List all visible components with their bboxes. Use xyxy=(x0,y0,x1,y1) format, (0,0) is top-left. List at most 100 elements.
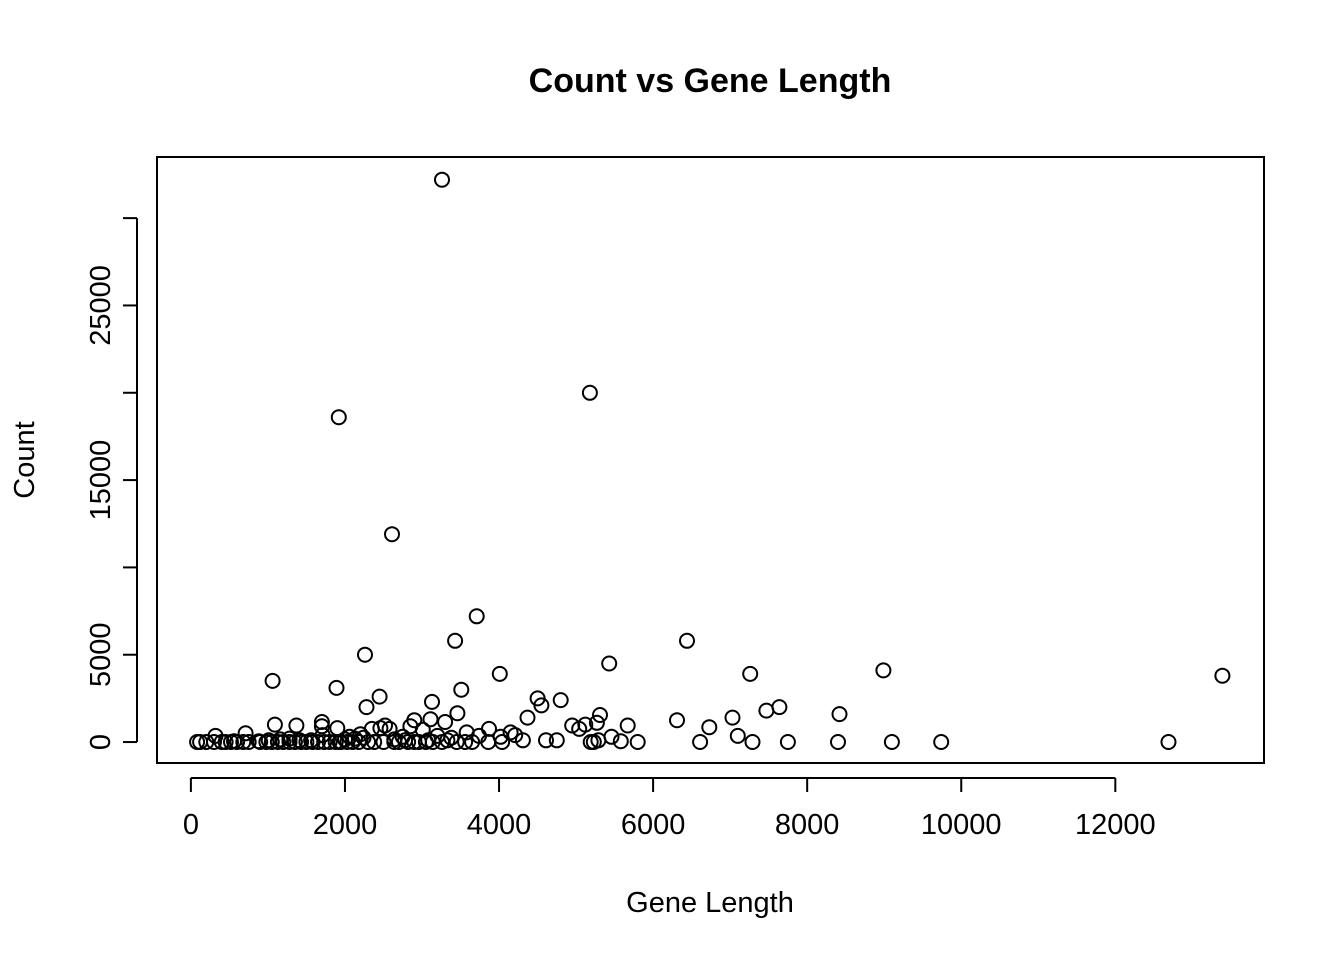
data-point xyxy=(629,734,646,750)
data-point xyxy=(457,734,474,750)
data-point xyxy=(1160,734,1177,750)
data-point xyxy=(701,719,718,736)
y-tick-label: 5000 xyxy=(85,622,117,687)
data-point xyxy=(424,693,440,710)
data-point xyxy=(339,734,356,750)
x-tick-label: 2000 xyxy=(313,809,378,841)
data-point xyxy=(592,707,608,723)
data-point xyxy=(883,734,900,750)
data-point xyxy=(281,730,298,747)
data-point xyxy=(358,699,375,716)
data-point xyxy=(310,734,326,750)
data-point xyxy=(514,732,531,749)
data-point xyxy=(397,732,414,749)
data-point xyxy=(355,729,372,746)
data-point xyxy=(330,409,347,426)
data-point xyxy=(571,720,588,737)
x-axis: 0 2000 4000 6000 8000 10000 12000 xyxy=(183,777,1156,841)
data-point xyxy=(357,646,373,663)
y-axis: 0 5000 15000 25000 xyxy=(85,217,138,750)
data-point xyxy=(447,632,464,649)
data-point xyxy=(480,734,497,750)
data-point xyxy=(372,720,389,737)
data-point xyxy=(552,692,569,709)
data-point xyxy=(291,732,308,749)
data-point xyxy=(742,665,759,682)
data-points xyxy=(189,171,1231,750)
data-point xyxy=(830,734,846,750)
x-axis-label: Gene Length xyxy=(626,887,794,919)
data-point xyxy=(272,731,289,748)
data-point xyxy=(831,706,848,723)
data-point xyxy=(601,655,618,672)
data-point xyxy=(612,733,629,750)
data-point xyxy=(453,681,470,698)
data-point xyxy=(669,712,685,729)
data-point xyxy=(581,384,598,401)
data-point xyxy=(235,734,252,750)
data-point xyxy=(771,699,788,716)
data-point xyxy=(321,734,338,750)
y-tick-label: 0 xyxy=(85,734,117,750)
data-point xyxy=(449,705,466,722)
data-point xyxy=(237,725,254,742)
data-point xyxy=(758,702,775,719)
data-point xyxy=(250,733,267,750)
y-axis-label: Count xyxy=(9,421,41,498)
data-point xyxy=(933,734,950,750)
data-point xyxy=(189,734,206,750)
data-point xyxy=(288,717,305,734)
x-tick-label: 6000 xyxy=(621,809,686,841)
data-point xyxy=(548,732,565,749)
data-point xyxy=(264,672,281,689)
data-point xyxy=(366,734,383,750)
data-point xyxy=(327,734,344,750)
x-tick-label: 8000 xyxy=(775,809,840,841)
data-point xyxy=(371,688,388,705)
data-point xyxy=(375,734,392,750)
data-point xyxy=(266,716,283,733)
data-point xyxy=(439,732,456,749)
y-tick-label: 15000 xyxy=(85,440,117,521)
data-point xyxy=(434,171,450,188)
data-point xyxy=(619,717,636,734)
chart-title: Count vs Gene Length xyxy=(529,62,892,100)
data-point xyxy=(582,734,599,750)
data-point xyxy=(468,608,485,625)
data-point xyxy=(437,714,454,730)
data-point xyxy=(331,734,348,750)
data-point xyxy=(328,679,345,696)
y-tick-label: 25000 xyxy=(85,265,117,346)
data-point xyxy=(384,526,400,543)
data-point xyxy=(875,662,892,679)
x-tick-label: 12000 xyxy=(1075,809,1156,841)
data-point xyxy=(293,734,310,750)
data-point xyxy=(692,734,709,750)
data-point xyxy=(779,734,796,750)
data-point xyxy=(538,732,554,749)
data-point xyxy=(729,727,746,744)
data-point xyxy=(213,734,230,750)
data-point xyxy=(519,709,536,726)
data-point xyxy=(303,732,320,749)
data-point xyxy=(198,734,215,750)
x-tick-label: 4000 xyxy=(467,809,532,841)
data-point xyxy=(464,734,481,750)
data-point xyxy=(533,697,550,714)
data-point xyxy=(590,732,607,749)
data-point xyxy=(347,730,363,747)
data-point xyxy=(417,734,434,750)
x-tick-label: 0 xyxy=(183,809,199,841)
x-tick-label: 10000 xyxy=(921,809,1002,841)
data-point xyxy=(679,632,695,649)
data-point xyxy=(269,734,286,750)
data-point xyxy=(744,734,761,750)
data-point xyxy=(226,733,242,750)
data-point xyxy=(260,732,277,749)
data-point xyxy=(724,709,741,726)
data-point xyxy=(420,732,437,749)
plot-frame xyxy=(156,156,1265,764)
data-point xyxy=(313,718,330,735)
data-point xyxy=(1214,667,1231,684)
